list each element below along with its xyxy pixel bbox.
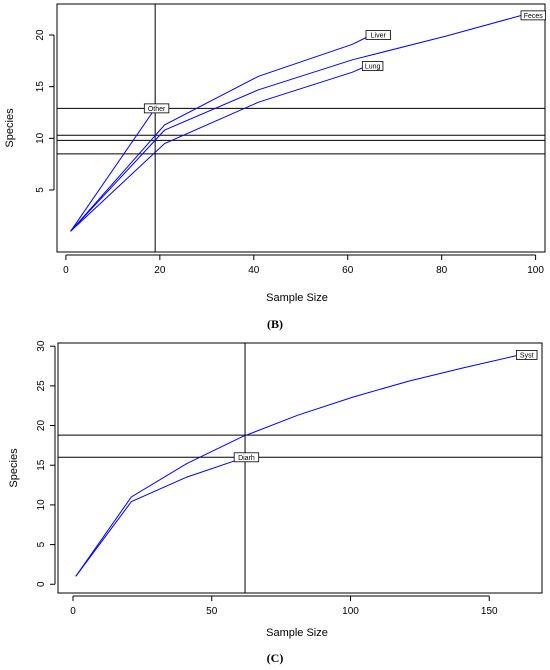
panel-c-y-tick-label-0: 0	[36, 581, 47, 587]
panel-c-y-tick-label-20: 20	[36, 420, 47, 432]
panel-c-curve-labels: Syst Diarh	[233, 350, 538, 463]
panel-b-label-text-liver: Liver	[371, 33, 387, 40]
panel-b-label-text-feces: Feces	[524, 13, 544, 20]
panel-b-y-axis-title: Species	[4, 108, 16, 148]
panel-c-series	[75, 354, 520, 577]
panel-c-label-box-diarh	[233, 452, 260, 463]
panel-b-chart: Feces Liver Lung Other 0 20 40 60 80 100 5 10 15 20…	[4, 3, 546, 304]
panel-b-y-axis: 5 10 15 20	[35, 29, 55, 193]
panel-b-series	[70, 14, 522, 232]
panel-b-curve-labels: Feces Liver Lung Other	[143, 10, 546, 114]
panel-c-label-text-syst: Syst	[520, 352, 534, 359]
panel-b-label-feces: Feces	[520, 10, 546, 21]
panel-c-plot-frame	[57, 342, 543, 594]
panel-c-y-axis-title: Species	[8, 448, 20, 488]
panel-b-label-box-feces	[520, 10, 546, 21]
panel-b-x-tick-label-0: 0	[63, 265, 69, 276]
panel-b-x-tick-label-100: 100	[527, 265, 544, 276]
panel-c-x-axis-title: Sample Size	[266, 627, 328, 639]
panel-c-x-tick-label-50: 50	[206, 606, 218, 617]
panel-b-series-liver-line	[70, 34, 372, 232]
panel-c-x-axis: 0 50 100 150	[70, 595, 498, 617]
panel-c-y-tick-label-15: 15	[36, 459, 47, 471]
panel-b-series-lung-line	[70, 65, 367, 232]
panel-c-series-syst-line	[75, 354, 520, 577]
panel-b-label-lung: Lung	[361, 61, 384, 71]
panel-b-label-liver: Liver	[365, 30, 391, 40]
panel-b-x-axis: 0 20 40 60 80 100	[63, 254, 544, 276]
panel-b-y-tick-label-5: 5	[35, 187, 46, 193]
panel-c-y-tick-label-5: 5	[36, 541, 47, 547]
panel-b-label-other: Other	[143, 103, 170, 114]
panel-b-label-box-liver	[365, 30, 391, 40]
panel-c-label-diarh: Diarh	[233, 452, 260, 463]
panel-b-label-text-lung: Lung	[365, 64, 381, 71]
panel-c-y-tick-label-30: 30	[36, 340, 47, 352]
panel-b-label-box-other	[143, 103, 170, 114]
panel-b-series-feces-line	[70, 14, 522, 232]
panel-b-label-box-lung	[361, 61, 384, 71]
panel-b-plot-frame	[56, 3, 546, 253]
panel-b-label-text-other: Other	[148, 106, 166, 113]
panel-b-reference-lines	[57, 4, 545, 252]
panel-b-label: (B)	[267, 317, 283, 331]
panel-b-y-tick-label-15: 15	[35, 81, 46, 93]
panel-b-x-tick-label-80: 80	[436, 265, 448, 276]
panel-c-x-tick-label-0: 0	[70, 606, 76, 617]
panel-c-x-tick-label-100: 100	[342, 606, 359, 617]
panel-c-y-tick-label-25: 25	[36, 380, 47, 392]
panel-c-reference-lines	[58, 343, 542, 593]
panel-c-label-text-diarh: Diarh	[238, 455, 255, 462]
panel-b-x-tick-label-60: 60	[342, 265, 354, 276]
panel-c-label-box-syst	[516, 350, 538, 360]
panel-b-x-tick-label-40: 40	[248, 265, 260, 276]
panel-c-label-syst: Syst	[516, 350, 538, 360]
panel-c-x-tick-label-150: 150	[481, 606, 498, 617]
panel-b-y-tick-label-20: 20	[35, 29, 46, 41]
panel-b-series-other-line	[70, 108, 156, 232]
panel-c-label: (C)	[267, 651, 284, 665]
panel-c-y-tick-label-10: 10	[36, 499, 47, 511]
panel-c-y-axis: 0 5 10 15 20 25 30	[36, 340, 56, 587]
panel-c-chart: Syst Diarh 0 50 100 150 0 5 10 15 20 25 30 Sample …	[8, 340, 543, 639]
panel-b-x-axis-title: Sample Size	[266, 292, 328, 304]
panel-c-series-diarh-line	[75, 456, 246, 577]
panel-b-y-tick-label-10: 10	[35, 132, 46, 144]
panel-b-x-tick-label-20: 20	[154, 265, 166, 276]
